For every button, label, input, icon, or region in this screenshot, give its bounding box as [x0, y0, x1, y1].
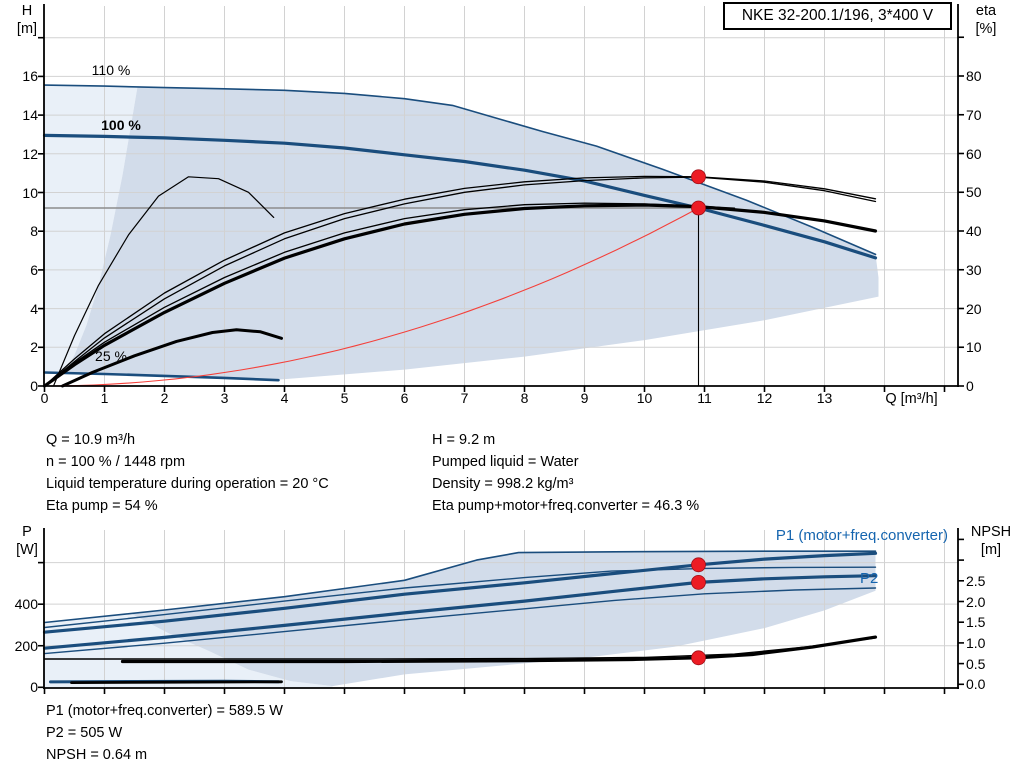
duty-point-eta[interactable]: [691, 169, 706, 185]
eta-total-25-curve: [61, 328, 283, 388]
tick-label-right: 60: [966, 145, 982, 162]
p2-curve-label: P2: [860, 570, 879, 587]
tick-label-right: 70: [966, 106, 982, 123]
hq-plot-area[interactable]: [44, 6, 958, 386]
speed-label-100: 100 %: [101, 117, 141, 133]
speed-label-110: 110 %: [91, 62, 131, 78]
tick-label-left: 10: [22, 184, 38, 201]
tick-label-right: 2.5: [966, 572, 986, 589]
eta-axis-unit: [%]: [975, 21, 997, 37]
tick-label-x: 13: [816, 390, 833, 406]
result-liquid-temp: Liquid temperature during operation = 20…: [46, 476, 329, 492]
eta-pump-25-curve: [52, 176, 275, 387]
result-npsh: NPSH = 0.64 m: [46, 747, 148, 763]
tick-label-left: 16: [22, 68, 38, 85]
tick-label-x: 4: [280, 390, 289, 406]
result-flow: Q = 10.9 m³/h: [46, 432, 136, 448]
p-axis-title: P: [22, 524, 32, 540]
result-speed: n = 100 % / 1448 rpm: [46, 454, 186, 470]
tick-label-x: 1: [100, 390, 109, 406]
eta-total-curve: [42, 203, 878, 388]
speed-25-curve: [43, 371, 280, 382]
npsh-axis-title: NPSH: [970, 524, 1012, 540]
p-axis-unit: [W]: [16, 542, 38, 558]
tick-label-x: 11: [697, 390, 712, 406]
min-flow-wedge-power: [44, 614, 333, 688]
tick-label-left: 200: [14, 637, 38, 654]
p1-curve: [42, 551, 878, 634]
p1-110-curve: [43, 566, 877, 629]
eta-axis-title: eta: [975, 3, 997, 19]
result-p2: P2 = 505 W: [46, 725, 123, 741]
pump-title-box: NKE 32-200.1/196, 3*400 V: [723, 2, 952, 30]
speed-100-hq-curve: [42, 133, 878, 260]
tick-label-left: 14: [22, 107, 38, 124]
result-pumped-liquid: Pumped liquid = Water: [432, 454, 579, 470]
duty-point-npsh[interactable]: [691, 650, 706, 666]
power-plot-area[interactable]: [44, 530, 958, 688]
eta-total-curve-2: [43, 202, 736, 387]
min-flow-wedge: [44, 85, 138, 373]
p2-low-curve: [43, 587, 877, 655]
tick-label-x: 12: [756, 390, 773, 406]
result-density: Density = 998.2 kg/m³: [432, 476, 574, 492]
speed-110-curve: [43, 84, 877, 256]
tick-label-x: 10: [636, 390, 653, 406]
operating-envelope: [65, 86, 879, 380]
tick-label-right: 1.0: [966, 634, 986, 651]
npsh-25-curve: [70, 680, 283, 684]
tick-label-right: 20: [966, 300, 982, 317]
p1-curve-label: P1 (motor+freq.converter): [775, 527, 948, 544]
tick-label-x: 3: [220, 390, 229, 406]
duty-point-p1[interactable]: [691, 557, 706, 573]
tick-label-x: 2: [160, 390, 169, 406]
system-curve: [43, 207, 700, 387]
npsh-axis-unit: [m]: [980, 542, 1002, 558]
tick-label-right: 30: [966, 261, 982, 278]
tick-label-x: 8: [520, 390, 529, 406]
tick-label-x: 7: [460, 390, 469, 406]
tick-label-left: 400: [14, 596, 38, 613]
result-eta-total: Eta pump+motor+freq.converter = 46.3 %: [432, 498, 700, 514]
tick-label-right: 80: [966, 68, 982, 84]
tick-label-left: 6: [30, 261, 38, 278]
result-eta-pump: Eta pump = 54 %: [46, 498, 158, 514]
eta-pump-curve-2: [43, 176, 877, 387]
npsh-curve: [120, 635, 878, 664]
p2-curve: [42, 574, 878, 650]
eta-pump-curve: [43, 175, 877, 387]
duty-point-head[interactable]: [691, 200, 706, 216]
tick-label-x: 9: [580, 390, 589, 406]
tick-label-right: 40: [966, 223, 982, 239]
h-axis-title: H: [21, 3, 33, 19]
tick-label-left: 12: [22, 145, 38, 162]
q-axis-label: Q [m³/h]: [885, 391, 938, 407]
power-limit-top-edge: [43, 550, 877, 624]
result-head: H = 9.2 m: [432, 432, 496, 448]
speed-label-25: 25 %: [95, 348, 127, 364]
tick-label-right: 1.5: [966, 614, 986, 631]
result-p1: P1 (motor+freq.converter) = 589.5 W: [46, 703, 283, 719]
tick-label-right: 0.0: [966, 676, 986, 693]
tick-label-x: 0: [40, 390, 49, 406]
tick-label-left: 8: [30, 223, 38, 240]
tick-label-right: 50: [966, 184, 982, 201]
tick-label-left: 0: [30, 378, 38, 394]
tick-label-left: 4: [30, 300, 38, 317]
tick-label-left: 0: [30, 679, 38, 696]
tick-label-x: 6: [400, 390, 409, 406]
tick-label-x: 5: [340, 390, 349, 406]
tick-label-left: 2: [30, 339, 38, 356]
tick-label-right: 2.0: [966, 593, 986, 610]
tick-label-right: 0: [966, 378, 974, 394]
h-axis-unit: [m]: [16, 21, 38, 37]
duty-point-p2[interactable]: [691, 574, 706, 590]
tick-label-right: 10: [966, 339, 982, 356]
tick-label-right: 0.5: [966, 655, 986, 672]
